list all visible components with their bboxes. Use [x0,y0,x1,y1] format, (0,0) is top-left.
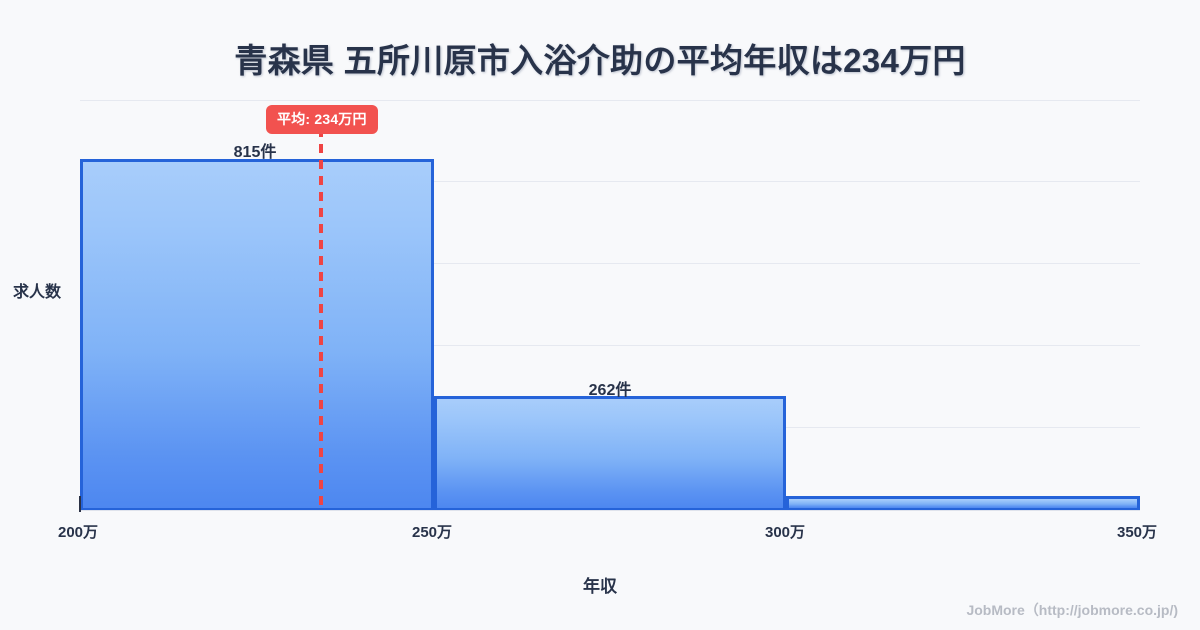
bar-value-label: 262件 [588,382,632,399]
histogram-bar[interactable] [434,396,786,511]
gridline [80,345,1140,346]
x-axis-baseline [80,510,1140,511]
page-title: 青森県 五所川原市入浴介助の平均年収は234万円 [234,42,966,79]
y-axis-title: 求人数 [13,284,62,301]
x-axis-tick-label: 350万 [1117,524,1158,541]
bar-value-label: 815件 [233,144,277,161]
histogram-bar[interactable] [786,496,1140,511]
histogram-bar[interactable] [80,159,434,511]
gridline [80,100,1140,101]
x-axis-title: 年収 [583,577,617,596]
watermark: JobMore（http://jobmore.co.jp/) [966,602,1178,618]
plot-area [80,100,1140,511]
average-badge: 平均: 234万円 [266,105,378,134]
x-axis-tick-label: 300万 [765,524,806,541]
x-axis-tick-label: 250万 [412,524,453,541]
y-axis-tick [79,496,81,512]
gridline [80,181,1140,182]
x-axis-tick-label: 200万 [58,524,99,541]
average-line-marker [319,128,323,511]
gridline [80,263,1140,264]
